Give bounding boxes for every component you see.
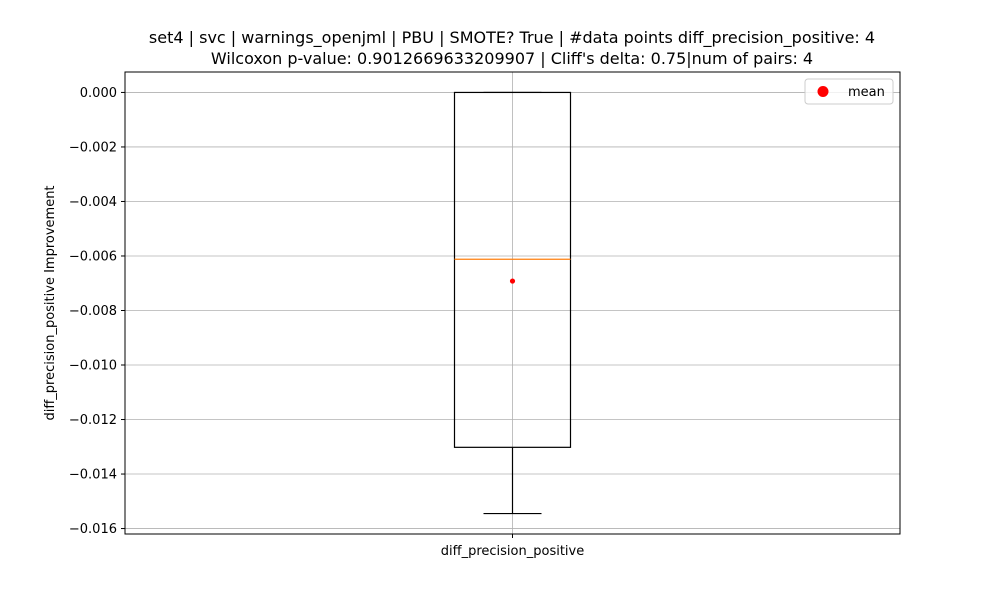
y-tick-label: 0.000 [80, 86, 117, 101]
legend: mean [804, 78, 894, 105]
y-axis-ticks: 0.000 −0.002 −0.004 −0.006 −0.008 −0.010 −0.01… [69, 86, 125, 537]
plot-frame [124, 71, 901, 535]
y-tick-label: −0.004 [69, 195, 117, 210]
y-tick-label: −0.010 [69, 359, 117, 374]
box-series [453, 91, 572, 515]
mean-marker [509, 278, 516, 284]
y-tick-label: −0.002 [69, 140, 117, 155]
y-tick-label: −0.006 [69, 249, 117, 264]
chart-title-line-1: set4 | svc | warnings_openjml | PBU | SM… [149, 28, 875, 48]
interquartile-box [453, 91, 572, 448]
chart-title-line-2: Wilcoxon p-value: 0.9012669633209907 | C… [211, 49, 813, 68]
x-tick-label: diff_precision_positive [441, 544, 584, 559]
x-axis-ticks: diff_precision_positive [441, 534, 584, 559]
y-tick-label: −0.016 [69, 522, 117, 537]
legend-mean-label: mean [848, 85, 885, 100]
y-tick-label: −0.012 [69, 413, 117, 428]
legend-mean-marker [817, 86, 829, 97]
legend-frame [804, 78, 894, 105]
y-tick-label: −0.014 [69, 468, 117, 483]
y-tick-label: −0.008 [69, 304, 117, 319]
y-axis-label: diff_precision_positive Improvement [43, 185, 58, 420]
